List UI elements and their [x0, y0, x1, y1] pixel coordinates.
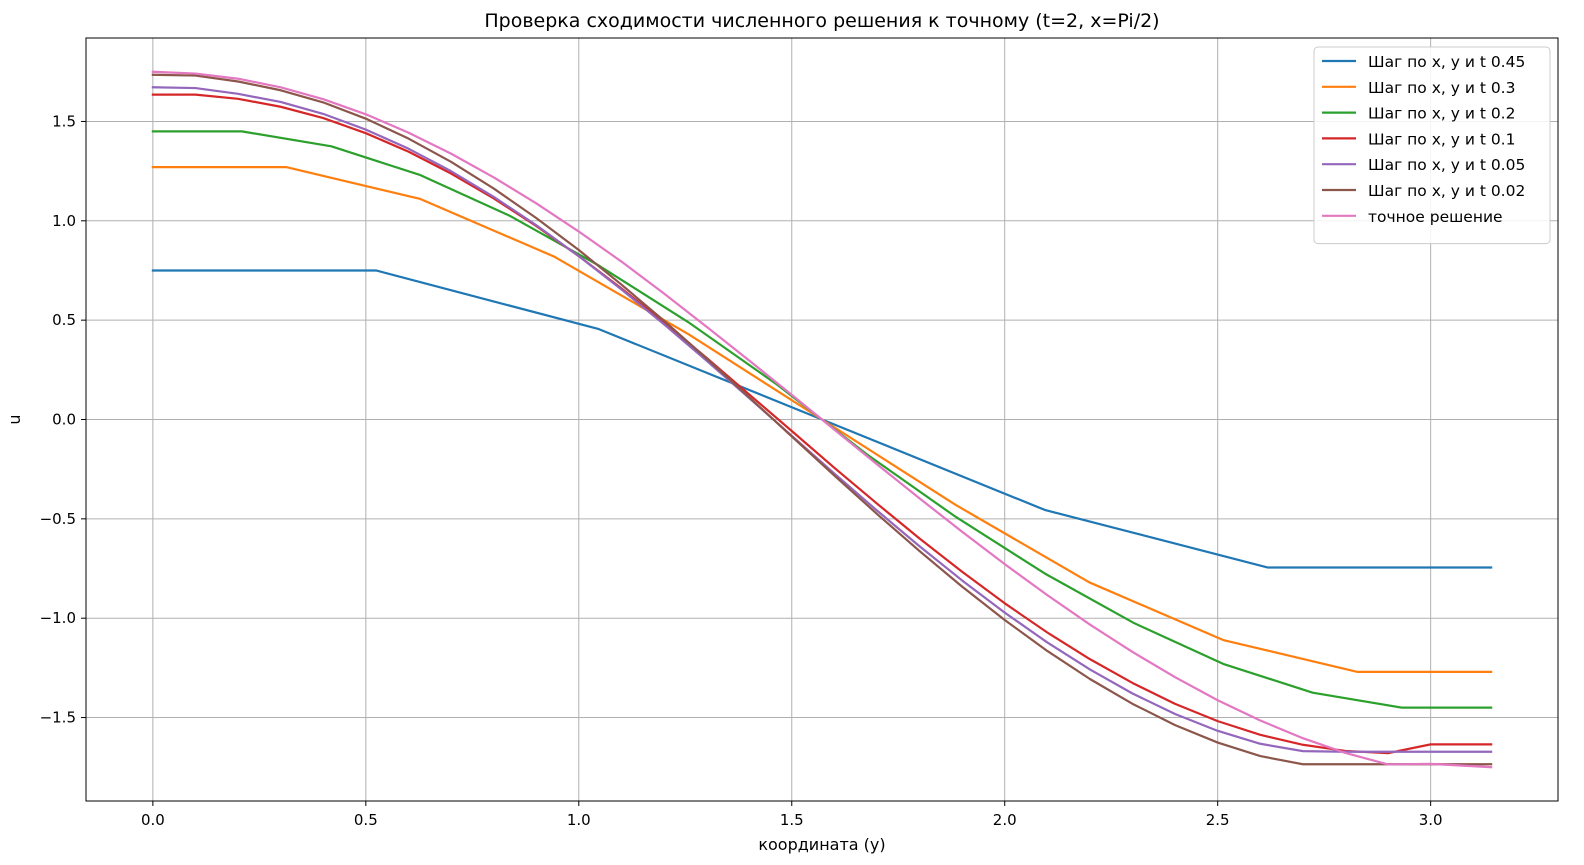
ticks: 0.0 0.5 1.0 1.5 2.0 2.5 3.0 −1.5 −1.0 −0.5 0.0 0.5 1… [40, 112, 1443, 829]
legend-label-5: Шаг по x, y и t 0.05 [1368, 156, 1525, 174]
legend-label-3: Шаг по x, y и t 0.2 [1368, 105, 1515, 123]
y-tick-label: 0.0 [52, 411, 76, 429]
x-tick-label: 2.0 [993, 811, 1017, 829]
series-layer [151, 70, 1493, 769]
legend-label-6: Шаг по x, y и t 0.02 [1368, 182, 1525, 200]
legend: Шаг по x, y и t 0.45 Шаг по x, y и t 0.3 Ш… [1313, 46, 1551, 245]
y-tick-label: 1.5 [52, 112, 76, 130]
y-tick-label: −0.5 [40, 510, 76, 528]
y-tick-label: −1.5 [40, 709, 76, 727]
chart-title: Проверка сходимости численного решения к… [484, 10, 1159, 32]
y-tick-label: −1.0 [40, 609, 76, 627]
y-tick-label: 0.5 [52, 311, 76, 329]
legend-box [1313, 46, 1551, 245]
x-axis-label: координата (y) [758, 835, 885, 854]
x-tick-label: 0.0 [141, 811, 165, 829]
legend-label-4: Шаг по x, y и t 0.1 [1368, 130, 1515, 148]
legend-label-1: Шаг по x, y и t 0.45 [1368, 53, 1525, 71]
series-line-4 [151, 93, 1493, 755]
series-line-7 [151, 70, 1493, 769]
x-tick-label: 3.0 [1419, 811, 1443, 829]
x-tick-label: 0.5 [354, 811, 378, 829]
x-tick-label: 2.5 [1206, 811, 1230, 829]
legend-label-2: Шаг по x, y и t 0.3 [1368, 79, 1515, 97]
series-line-6 [151, 73, 1493, 766]
y-axis-label: u [5, 414, 24, 424]
y-tick-label: 1.0 [52, 212, 76, 230]
legend-label-7: точное решение [1368, 208, 1503, 226]
x-tick-label: 1.5 [780, 811, 804, 829]
x-tick-label: 1.0 [567, 811, 591, 829]
